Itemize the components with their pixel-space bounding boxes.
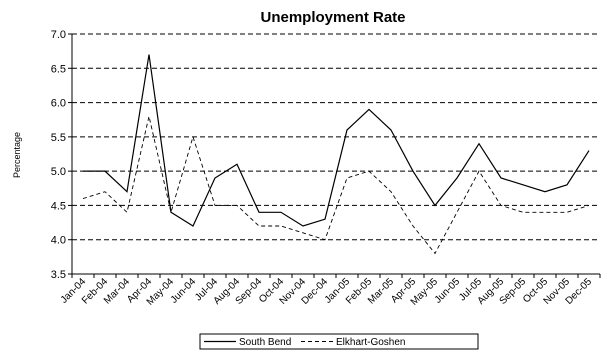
legend: South Bend Elkhart-Goshen [199, 333, 479, 350]
y-tick-label: 5.5 [51, 132, 66, 144]
y-tick-label: 4.0 [51, 235, 66, 247]
legend-box [199, 333, 479, 350]
x-tick-label: Jun-04 [169, 276, 199, 306]
series-line-1 [83, 54, 590, 227]
y-tick-label: 4.5 [51, 200, 66, 212]
x-tick-label: Jun-05 [433, 276, 463, 306]
y-tick-label: 5.0 [51, 166, 66, 178]
x-axis-ticks: Jan-04Feb-04Mar-04Apr-04May-04Jun-04Jul-… [59, 274, 601, 308]
series-layer [82, 54, 590, 255]
y-axis-label: Percentage [12, 132, 22, 178]
legend-label-2: Elkhart-Goshen [336, 337, 405, 348]
y-axis-ticks: 3.5 4.0 4.5 5.0 5.5 6.0 6.5 7.0 [51, 29, 72, 281]
series-line-2 [82, 116, 590, 255]
y-tick-label: 3.5 [51, 269, 66, 281]
y-tick-label: 6.5 [51, 63, 66, 75]
y-tick-label: 6.0 [51, 98, 66, 110]
y-tick-label: 7.0 [51, 29, 66, 41]
legend-label-1: South Bend [239, 337, 291, 348]
chart-title: Unemployment Rate [260, 9, 405, 26]
